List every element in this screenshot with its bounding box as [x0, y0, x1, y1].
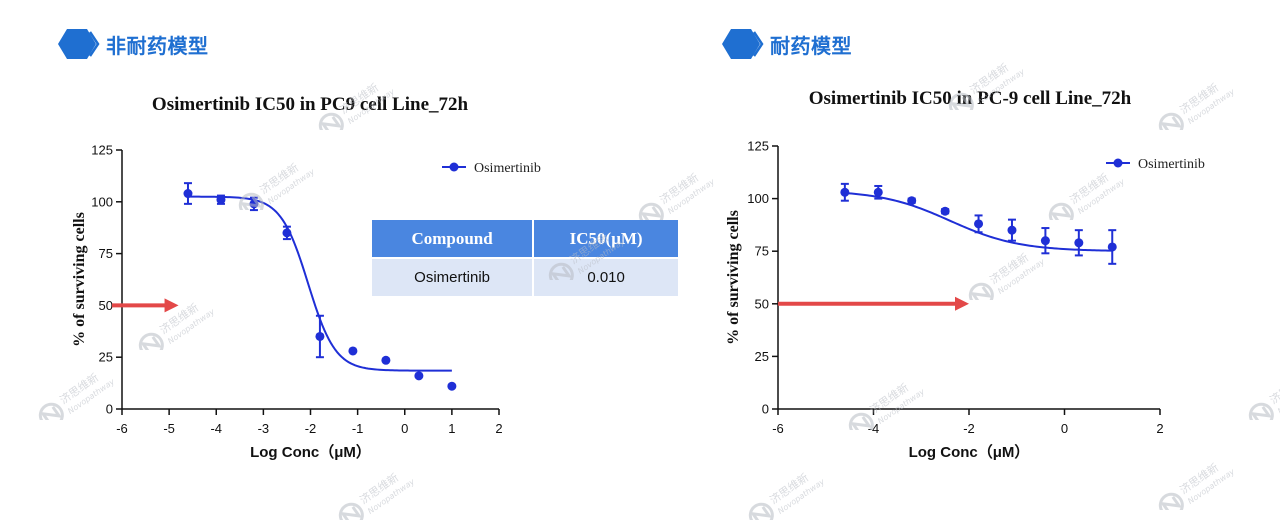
x-tick-label: -6 [772, 421, 784, 436]
y-tick-label: 75 [755, 244, 769, 259]
data-point [873, 187, 883, 197]
data-point [1074, 238, 1084, 248]
x-tick-label: -4 [210, 421, 222, 436]
data-point [1040, 236, 1050, 246]
x-tick-label: 2 [495, 421, 502, 436]
table-cell-compound: Osimertinib [372, 257, 535, 296]
data-point [974, 219, 984, 229]
chart-title: Osimertinib IC50 in PC9 cell Line_72h [152, 94, 469, 115]
x-tick-label: -4 [868, 421, 880, 436]
y-tick-label: 100 [91, 194, 113, 209]
x-tick-label: 0 [401, 421, 408, 436]
y-axis-label: % of surviving cells [71, 212, 88, 347]
y-axis-label: % of surviving cells [725, 210, 742, 345]
hexagon-icon [722, 29, 764, 59]
ic50-chart-sensitive: Osimertinib IC50 in PC9 cell Line_72h025… [71, 94, 541, 461]
y-tick-label: 25 [99, 350, 113, 365]
y-tick-label: 25 [755, 349, 769, 364]
data-point [940, 206, 950, 216]
data-point [282, 228, 292, 238]
y-tick-label: 125 [747, 139, 769, 154]
data-point [447, 381, 457, 391]
y-tick-label: 75 [99, 246, 113, 261]
y-tick-label: 100 [747, 191, 769, 206]
x-tick-label: -6 [116, 421, 128, 436]
x-tick-label: -5 [163, 421, 175, 436]
section-header: 非耐药模型 [54, 24, 209, 64]
data-point [315, 331, 325, 341]
table-row: Osimertinib 0.010 [372, 257, 678, 296]
data-point [907, 196, 917, 206]
y-tick-label: 125 [91, 143, 113, 158]
panel-resistant-model: 耐药模型 Osimertinib IC50 in PC-9 cell Line_… [640, 0, 1280, 509]
y-tick-label: 50 [99, 298, 113, 313]
y-tick-label: 0 [762, 402, 769, 417]
x-axis-label: Log Conc（μM） [250, 443, 371, 461]
x-tick-label: 2 [1156, 421, 1163, 436]
data-point [348, 346, 358, 356]
reference-arrow [778, 296, 969, 311]
panel-sensitive-model: 非耐药模型 Osimertinib IC50 in PC9 cell Line_… [0, 0, 678, 509]
data-point [381, 355, 391, 365]
x-tick-label: -2 [963, 421, 975, 436]
ic50-chart-resistant: Osimertinib IC50 in PC-9 cell Line_72h 0 2… [725, 88, 1205, 461]
data-point [1007, 225, 1017, 235]
x-tick-label: -1 [352, 421, 364, 436]
section-title: 非耐药模型 [106, 33, 209, 58]
legend-label: Osimertinib [1138, 157, 1205, 172]
data-point [183, 189, 193, 199]
x-axis-label: Log Conc（μM） [909, 443, 1030, 461]
x-tick-label: -2 [305, 421, 317, 436]
data-point [414, 371, 424, 381]
legend-marker [1113, 158, 1123, 168]
x-tick-label: -3 [258, 421, 270, 436]
data-point [216, 195, 226, 205]
y-tick-label: 50 [755, 296, 769, 311]
legend-label: Osimertinib [474, 161, 541, 176]
chart-title: Osimertinib IC50 in PC-9 cell Line_72h [809, 88, 1132, 109]
table-header-compound: Compound [372, 220, 535, 258]
section-title: 耐药模型 [770, 33, 852, 58]
ic50-table: Compound IC50(μM) Osimertinib 0.010 [372, 220, 678, 296]
section-header: 耐药模型 [718, 24, 852, 64]
data-point [1107, 242, 1117, 252]
legend-marker [449, 162, 459, 172]
reference-arrow [112, 298, 179, 313]
hexagon-icon [58, 29, 100, 59]
data-point [840, 187, 850, 197]
y-tick-label: 0 [106, 402, 113, 417]
x-tick-label: 1 [448, 421, 455, 436]
x-tick-label: 0 [1061, 421, 1068, 436]
data-point [249, 199, 259, 209]
